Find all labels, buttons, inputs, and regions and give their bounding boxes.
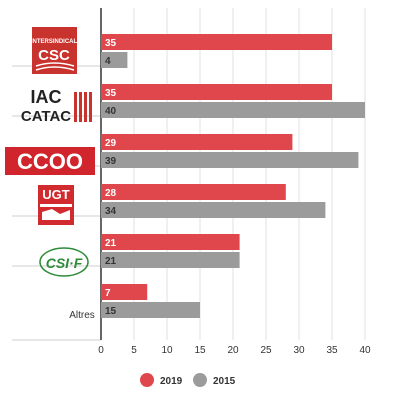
logo-csif: CSI·F <box>39 247 89 277</box>
legend-swatch-2019 <box>140 373 154 387</box>
x-tick-label: 25 <box>260 345 272 356</box>
legend-label-2015: 2015 <box>213 376 236 387</box>
x-tick-label: 0 <box>98 345 104 356</box>
logo-intersindical-text: INTERSINDICAL <box>31 39 78 45</box>
x-tick-label: 40 <box>359 345 371 356</box>
bar-2019 <box>101 34 332 50</box>
logo-ccoo: CCOO <box>5 147 95 175</box>
legend-swatch-2015 <box>193 373 207 387</box>
bar-value-label: 39 <box>105 156 117 167</box>
bar-2015 <box>101 302 200 318</box>
logo-csif-text: CSI·F <box>46 255 83 271</box>
logo-ccoo-text: CCOO <box>17 149 83 174</box>
bar-value-label: 29 <box>105 138 117 149</box>
legend: 2019 2015 <box>140 373 236 387</box>
bar-value-label: 28 <box>105 188 117 199</box>
logo-ugt-text: UGT <box>42 187 70 202</box>
bar-2015 <box>101 152 359 168</box>
bar-value-label: 35 <box>105 38 117 49</box>
x-axis-ticks: 0 5 10 15 20 25 30 35 40 <box>98 345 371 356</box>
x-tick-label: 35 <box>326 345 338 356</box>
x-tick-label: 20 <box>227 345 239 356</box>
bar-value-label: 15 <box>105 306 117 317</box>
legend-label-2019: 2019 <box>160 376 183 387</box>
bar-value-label: 7 <box>105 288 111 299</box>
bar-value-label: 21 <box>105 256 117 267</box>
bar-value-label: 21 <box>105 238 117 249</box>
bar-2015 <box>101 252 240 268</box>
logo-csc-text: CSC <box>38 47 70 64</box>
bar-2019 <box>101 84 332 100</box>
logo-iac-text: IAC <box>31 87 62 107</box>
logo-catac-text: CATAC <box>21 108 71 125</box>
x-tick-label: 10 <box>161 345 173 356</box>
bar-value-label: 4 <box>105 56 111 67</box>
category-label-altres: Altres <box>69 310 95 321</box>
bar-2015 <box>101 102 365 118</box>
bar-value-label: 35 <box>105 88 117 99</box>
bar-2015 <box>101 52 128 68</box>
x-tick-label: 15 <box>194 345 206 356</box>
x-tick-label: 30 <box>293 345 305 356</box>
bar-2015 <box>101 202 326 218</box>
bar-value-label: 40 <box>105 106 117 117</box>
x-tick-label: 5 <box>131 345 137 356</box>
logo-ugt: UGT <box>38 185 74 225</box>
bars-group: 35 4 35 40 29 39 28 34 21 21 7 15 <box>101 34 365 318</box>
logo-intersindical-csc: INTERSINDICAL CSC <box>31 27 78 74</box>
bar-2019 <box>101 134 293 150</box>
bar-2019 <box>101 284 148 300</box>
bar-2019 <box>101 184 286 200</box>
logo-iac-catac: IAC CATAC <box>21 87 92 125</box>
bar-2019 <box>101 234 240 250</box>
bar-value-label: 34 <box>105 206 117 217</box>
